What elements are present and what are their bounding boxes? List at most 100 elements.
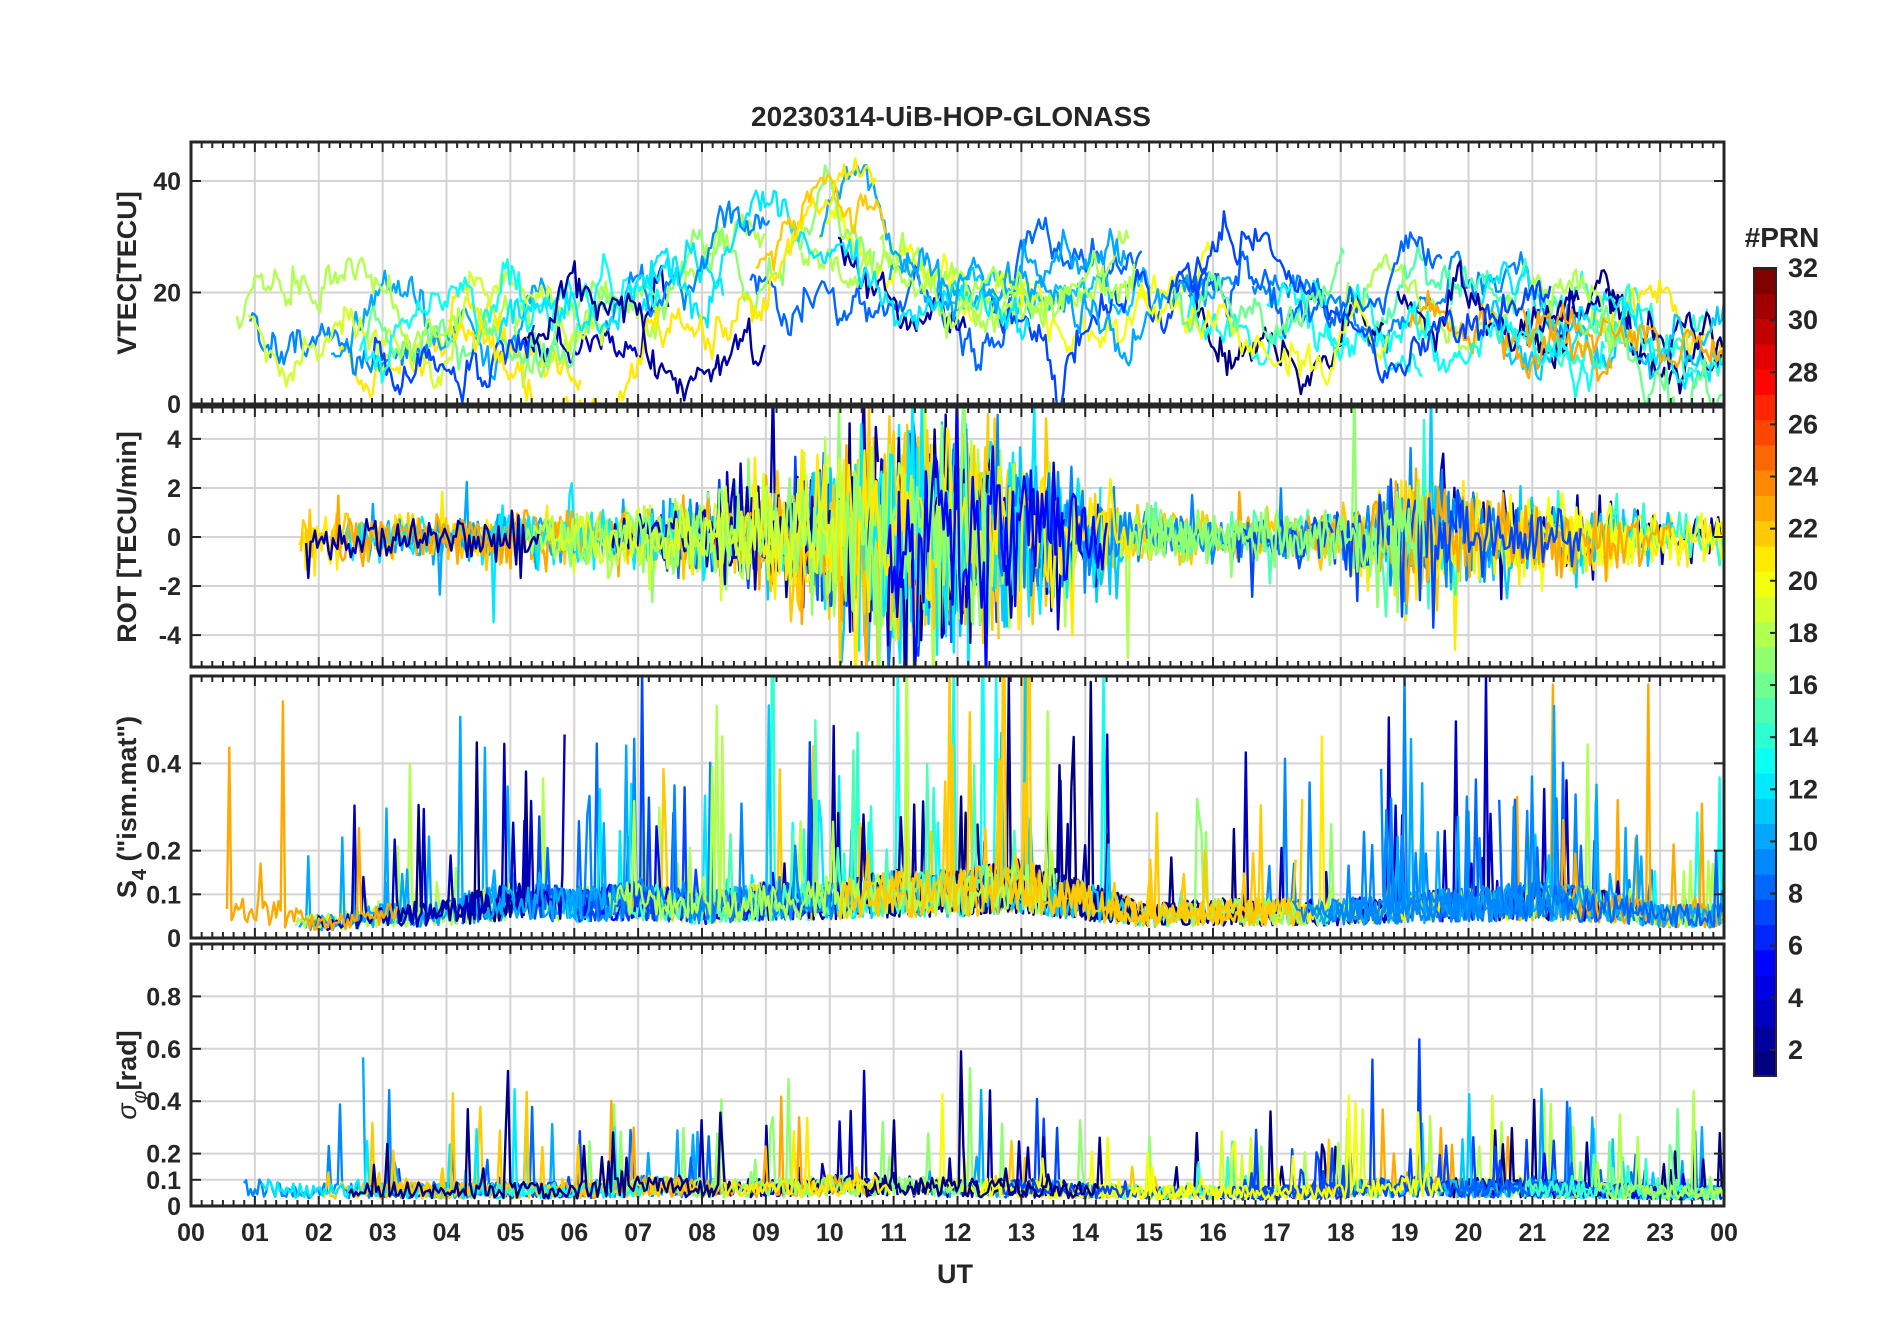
traces — [235, 157, 1724, 404]
series-line-prn-19 — [247, 270, 610, 390]
series-line-prn-22 — [1099, 799, 1304, 927]
colorbar-band — [1754, 545, 1776, 572]
colorbar-band — [1754, 773, 1776, 799]
x-tick-label: 18 — [1327, 1219, 1355, 1247]
x-tick-labels: 00 01 02 03 04 05 06 07 08 09 10 11 12 13 14 15 16 17 18 19… — [177, 1219, 1738, 1247]
series-line-prn-18 — [800, 247, 1040, 340]
x-tick-label: 01 — [241, 1219, 269, 1247]
series-line-prn-9 — [1325, 795, 1567, 926]
series-line-prn-16 — [365, 299, 615, 371]
series-line-prn-19 — [538, 457, 846, 602]
colorbar-band — [1754, 672, 1776, 698]
x-tick-label: 14 — [1071, 1219, 1099, 1247]
x-tick-label: 07 — [624, 1219, 652, 1247]
y-ticks: 00.10.2 0.4 0.6 0.8 — [146, 983, 1724, 1221]
y-tick-label: 2 — [167, 475, 181, 503]
colorbar-tick-label: 14 — [1788, 722, 1818, 752]
colorbar-label: #PRN — [1745, 222, 1820, 253]
x-axis-label: UT — [937, 1259, 973, 1289]
series-line-prn-1 — [863, 1050, 1104, 1200]
traces — [297, 407, 1724, 667]
x-tick-label: 00 — [177, 1219, 205, 1247]
x-tick-label: 21 — [1518, 1219, 1546, 1247]
colorbar-band — [1754, 596, 1776, 623]
colorbar-tick-label: 16 — [1788, 670, 1818, 700]
y-tick-label: 40 — [153, 168, 181, 196]
x-tick-label: 03 — [369, 1219, 397, 1247]
colorbar-band — [1754, 924, 1776, 951]
x-tick-label: 06 — [560, 1219, 588, 1247]
colorbar-band — [1754, 318, 1776, 345]
colorbar-band — [1754, 394, 1776, 421]
series-line-prn-10 — [888, 238, 1240, 367]
colorbar-band — [1754, 343, 1776, 370]
y-tick-label: 0 — [167, 391, 181, 419]
series-line-prn-13 — [358, 252, 661, 384]
y-tick-label: 0.4 — [146, 750, 181, 778]
y-tick-label: 0.1 — [146, 881, 181, 909]
series-line-prn-10 — [819, 163, 1127, 322]
colorbar-tick-label: 8 — [1788, 879, 1803, 909]
series-line-prn-18 — [235, 256, 464, 358]
y-tick-label: 0 — [167, 1193, 181, 1221]
colorbar-tick-label: 30 — [1788, 305, 1818, 335]
y-axis-label: VTEC[TECU] — [112, 191, 142, 355]
x-tick-label: 04 — [433, 1219, 461, 1247]
x-tick-label: 23 — [1646, 1219, 1674, 1247]
x-tick-label: 10 — [816, 1219, 844, 1247]
colorbar-tick-label: 10 — [1788, 826, 1818, 856]
colorbar-tick-label: 18 — [1788, 618, 1818, 648]
colorbar-band — [1754, 899, 1776, 926]
series-line-prn-9 — [604, 200, 771, 332]
series-line-prn-18 — [1594, 1089, 1724, 1201]
y-tick-label: 0.8 — [146, 983, 181, 1011]
x-tick-label: 02 — [305, 1219, 333, 1247]
colorbar-tick-label: 4 — [1788, 983, 1803, 1013]
colorbar-band — [1754, 697, 1776, 724]
colorbar-band — [1754, 798, 1776, 825]
colorbar-tick-label: 2 — [1788, 1035, 1803, 1065]
colorbar-tick-label: 6 — [1788, 931, 1803, 961]
series-line-prn-23 — [225, 700, 399, 931]
series-line-prn-16 — [1172, 247, 1346, 345]
x-ticks — [190, 142, 1725, 404]
series-line-prn-21 — [447, 157, 877, 404]
colorbar-band — [1754, 874, 1776, 900]
chart-title: 20230314-UiB-HOP-GLONASS — [751, 101, 1151, 132]
series-line-prn-23 — [1521, 303, 1724, 368]
y-ticks: 0 0.1 0.2 0.4 — [146, 750, 1724, 953]
series-line-prn-2 — [304, 509, 540, 580]
colorbar-tick-label: 12 — [1788, 774, 1818, 804]
colorbar-band — [1754, 848, 1776, 875]
x-tick-label: 15 — [1135, 1219, 1163, 1247]
series-line-prn-22 — [837, 676, 1276, 927]
y-tick-label: 4 — [167, 426, 181, 454]
y-tick-label: 0.2 — [146, 1141, 181, 1169]
x-ticks — [190, 407, 1725, 667]
x-tick-label: 05 — [496, 1219, 524, 1247]
colorbar-band — [1754, 646, 1776, 673]
y-tick-label: 0.2 — [146, 838, 181, 866]
series-line-prn-5 — [886, 407, 1108, 667]
colorbar-band — [1754, 369, 1776, 395]
y-tick-label: 20 — [153, 280, 181, 308]
panel-s4: 0 0.1 0.2 0.4S4 ("ism.mat") — [112, 674, 1726, 953]
y-tick-label: 0.1 — [146, 1167, 181, 1195]
series-line-prn-21 — [723, 1116, 892, 1198]
colorbar-frame — [1753, 267, 1777, 1077]
colorbar-band — [1754, 1000, 1776, 1027]
colorbar-band — [1754, 722, 1776, 749]
colorbar-band — [1754, 470, 1776, 496]
y-tick-label: -4 — [159, 622, 181, 650]
x-tick-label: 00 — [1710, 1219, 1738, 1247]
series-line-prn-8 — [1498, 798, 1724, 929]
colorbar-tick-label: 32 — [1788, 253, 1818, 283]
x-ticks — [190, 676, 1725, 938]
colorbar-band — [1754, 823, 1776, 850]
colorbar-band — [1754, 444, 1776, 471]
series-line-prn-1 — [348, 1069, 733, 1200]
series-line-prn-12 — [1475, 261, 1724, 390]
series-line-prn-7 — [1166, 210, 1552, 384]
colorbar-tick-label: 20 — [1788, 566, 1818, 596]
